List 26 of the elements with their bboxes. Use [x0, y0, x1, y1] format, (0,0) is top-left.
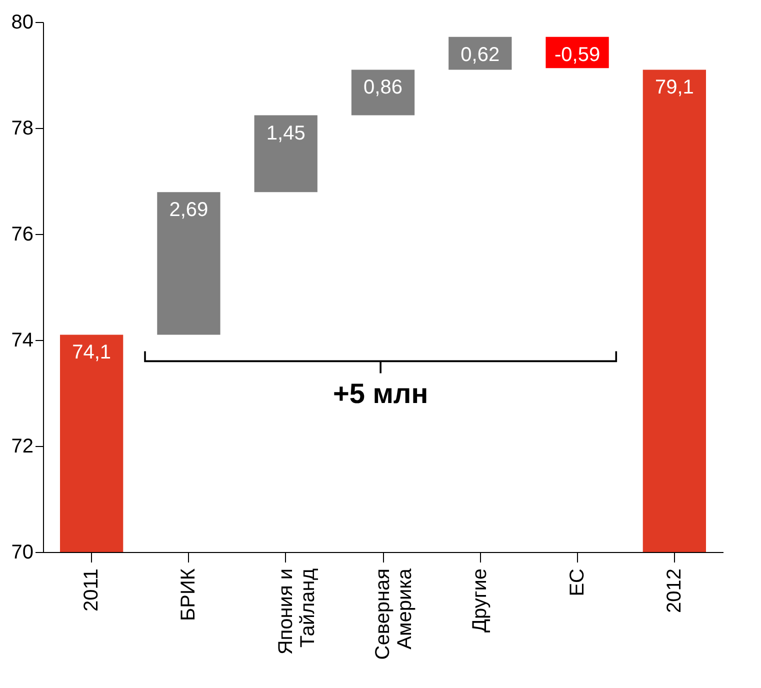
y-tick-label: 78: [11, 118, 34, 140]
data-label: 2,69: [169, 199, 208, 222]
x-tick-label: Северная Америка: [372, 568, 416, 660]
y-tick-label: 70: [11, 542, 34, 564]
x-tick-label: 2011: [80, 568, 103, 612]
y-tick-label: 74: [11, 330, 34, 352]
data-label: 79,1: [654, 76, 694, 99]
data-label: 1,45: [266, 122, 306, 144]
bar: [157, 192, 220, 335]
bar: [60, 334, 124, 552]
x-tick-label: Другие: [469, 568, 492, 633]
y-tick-label: 72: [11, 436, 34, 458]
data-label: 0,86: [364, 76, 402, 99]
bar: [351, 70, 415, 116]
x-tick-label: 2012: [663, 568, 686, 613]
annotation: +5 млн: [333, 378, 428, 410]
bar: [642, 70, 706, 552]
y-tick-label: 76: [11, 224, 34, 246]
data-label: 74,1: [72, 342, 112, 364]
bar: [254, 115, 318, 192]
x-tick-label: БРИК: [178, 568, 200, 621]
y-tick-label: 80: [11, 12, 34, 34]
x-tick-label: Япония и Тайланд: [274, 568, 319, 655]
data-label: 0,62: [460, 44, 500, 66]
x-tick-label: ЕС: [566, 568, 588, 596]
data-label: -0,59: [554, 44, 600, 66]
